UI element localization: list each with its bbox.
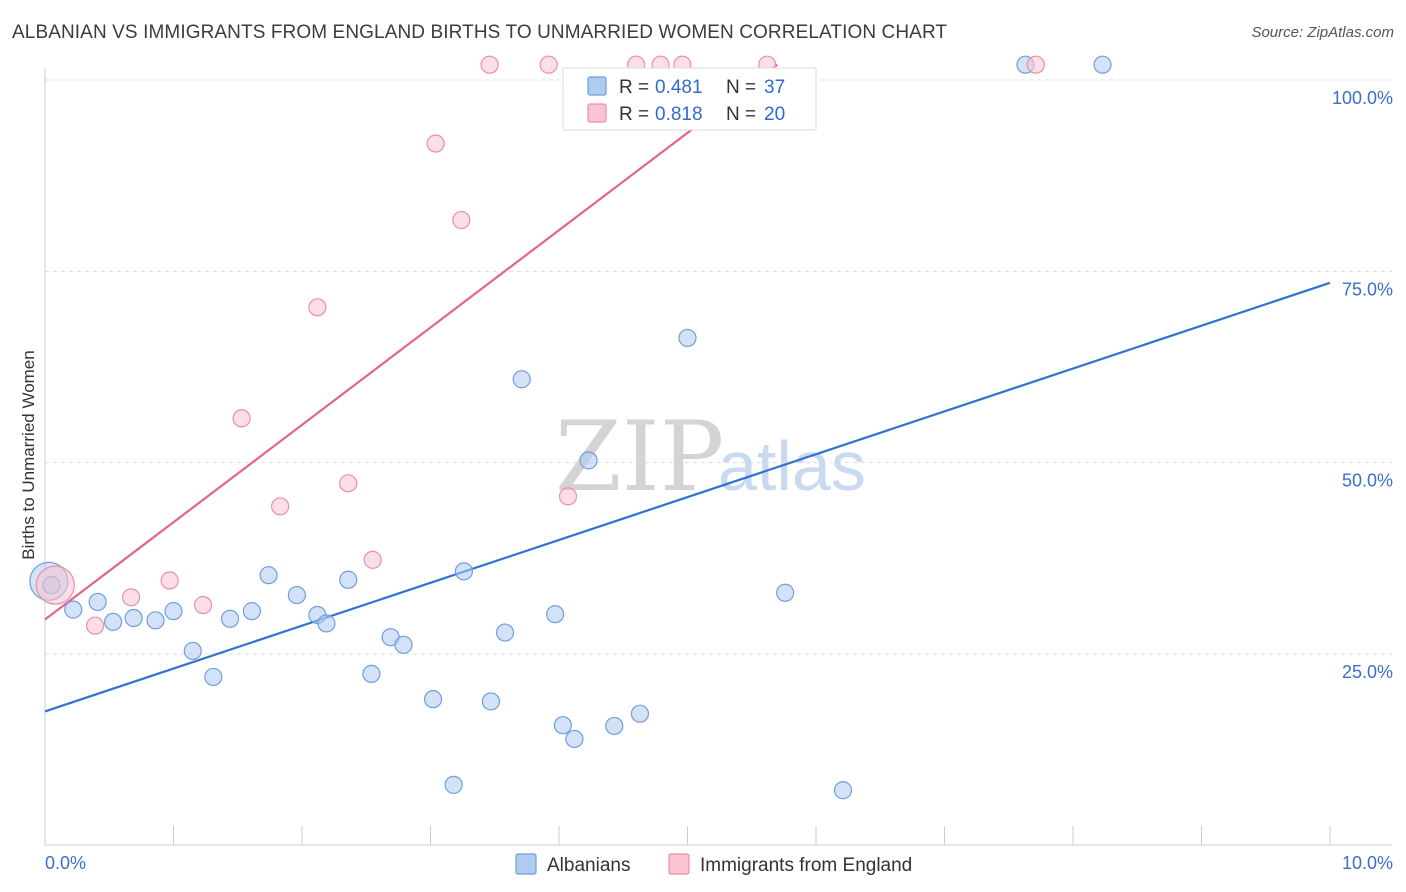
england-point <box>193 595 213 615</box>
albanians-point <box>220 609 240 628</box>
england-point <box>539 55 558 74</box>
y-axis-label: Births to Unmarried Women <box>19 350 38 559</box>
albanians-point <box>495 623 515 642</box>
legend-bottom-swatch-albanians <box>515 853 537 875</box>
legend-bottom: Albanians Immigrants from England <box>515 853 912 876</box>
legend-bottom-label-england: Immigrants from England <box>700 855 912 876</box>
albanians-point <box>146 611 165 630</box>
england-point <box>86 616 105 635</box>
england-point <box>480 55 499 74</box>
legend-top-n-label: N = <box>726 104 756 125</box>
albanians-point <box>630 704 650 723</box>
legend-top-n-value: 20 <box>764 104 785 125</box>
albanians-point <box>579 451 598 470</box>
albanians-point <box>481 692 500 711</box>
x-tick-label: 0.0% <box>45 853 86 873</box>
ticks-layer: 25.0% 50.0% 75.0% 100.0% 0.0% 10.0% <box>45 88 1393 873</box>
england-point <box>452 210 471 230</box>
albanians-point <box>287 585 306 605</box>
legend-bottom-swatch-england <box>668 853 690 875</box>
legend-bottom-label-albanians: Albanians <box>547 855 630 876</box>
albanians-point <box>124 608 143 628</box>
albanians-point <box>833 781 853 800</box>
albanians-point <box>546 605 565 624</box>
legend-top: R = 0.481 N = 37 R = 0.818 N = 20 <box>562 67 817 131</box>
y-tick-label: 75.0% <box>1342 279 1393 299</box>
albanians-point <box>553 716 572 735</box>
england-point <box>271 497 290 516</box>
albanians-point <box>339 570 358 589</box>
albanians-point <box>64 600 83 619</box>
albanians-point <box>164 602 183 621</box>
albanians-point <box>512 370 531 389</box>
albanians-point <box>1093 55 1112 74</box>
legend-top-n-value: 37 <box>764 77 785 98</box>
england-point <box>1026 55 1045 74</box>
albanians-point <box>423 690 443 709</box>
legend-top-n-label: N = <box>726 77 756 98</box>
england-point <box>35 565 75 605</box>
legend-top-r-label: R = <box>619 77 649 98</box>
albanians-point <box>454 562 474 581</box>
england-trend-line <box>44 63 779 621</box>
albanians-point <box>259 566 278 585</box>
england-point <box>232 409 251 428</box>
chart-title: ALBANIAN VS IMMIGRANTS FROM ENGLAND BIRT… <box>12 22 948 43</box>
legend-top-swatch-england <box>587 103 607 123</box>
albanians-point <box>362 664 381 683</box>
axes-layer <box>44 68 1392 846</box>
legend-top-r-value: 0.481 <box>655 77 703 98</box>
albanians-trend-line <box>44 281 1331 713</box>
points-layer <box>29 55 1112 800</box>
england-point <box>363 550 382 569</box>
legend-top-swatch-albanians <box>587 76 607 96</box>
england-point <box>339 474 358 493</box>
albanians-point <box>444 775 463 794</box>
legend-top-r-label: R = <box>619 104 649 125</box>
albanians-point <box>776 583 795 602</box>
y-tick-label: 50.0% <box>1342 471 1393 491</box>
trend-layer <box>44 63 1331 713</box>
albanians-point <box>88 592 107 612</box>
source-credit: Source: ZipAtlas.com <box>1251 24 1394 41</box>
albanians-point <box>678 328 697 348</box>
england-point <box>160 571 179 590</box>
england-point <box>426 134 445 153</box>
albanians-point <box>104 612 123 631</box>
albanians-point <box>394 635 413 654</box>
y-tick-label: 25.0% <box>1342 662 1393 682</box>
england-point <box>308 298 327 317</box>
albanians-point <box>204 667 223 687</box>
albanians-point <box>565 729 584 749</box>
grid-layer <box>45 79 1392 655</box>
albanians-point <box>605 716 624 736</box>
legend-top-r-value: 0.818 <box>655 104 703 125</box>
albanians-point <box>317 614 336 633</box>
watermark-atlas: atlas <box>718 427 866 505</box>
england-point <box>121 588 141 607</box>
albanians-point <box>183 641 202 661</box>
x-tick-label: 10.0% <box>1342 853 1393 873</box>
y-tick-label: 100.0% <box>1332 88 1393 108</box>
albanians-point <box>242 602 261 621</box>
watermark: ZIP atlas <box>555 401 866 513</box>
england-point <box>558 487 578 506</box>
